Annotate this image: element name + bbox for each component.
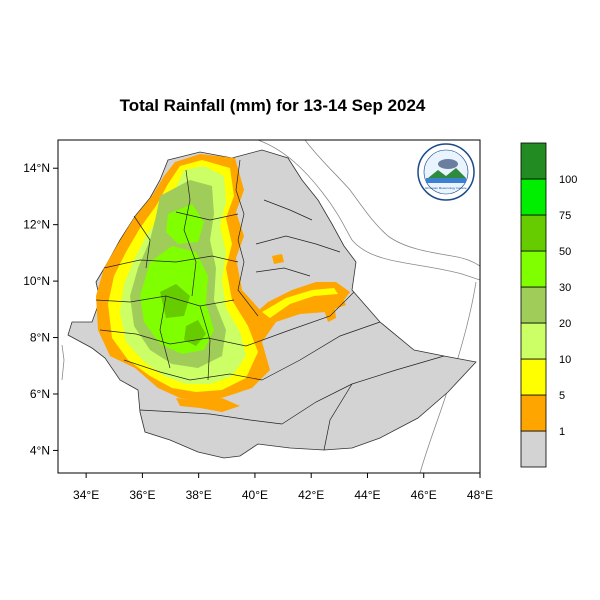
legend-label: 20	[559, 318, 571, 330]
x-tick-label: 36°E	[129, 488, 155, 502]
legend-swatch	[520, 142, 547, 180]
x-tick-label: 46°E	[411, 488, 437, 502]
legend-label: 100	[559, 174, 577, 186]
region-borders	[95, 159, 445, 451]
legend-swatch	[520, 214, 547, 252]
y-axis: 14°N 12°N 10°N 8°N 6°N 4°N	[23, 161, 58, 457]
legend-label: 50	[559, 246, 571, 258]
arabia-coastline	[304, 140, 480, 267]
rain-spot-south	[176, 398, 240, 412]
legend-swatch	[520, 178, 547, 216]
x-tick-label: 40°E	[242, 488, 268, 502]
red-sea-coastline	[257, 140, 480, 281]
legend-label: 1	[559, 426, 565, 438]
logo-text: Ethiopian Meteorology Institute	[425, 186, 467, 190]
y-tick-label: 6°N	[30, 387, 50, 401]
legend-swatch	[520, 394, 547, 432]
rain-band-east-yellow	[262, 288, 338, 318]
rain-spot-northeast	[272, 254, 284, 264]
map-area	[58, 140, 480, 473]
x-tick-label: 48°E	[467, 488, 493, 502]
legend-swatch	[520, 430, 547, 468]
logo: Ethiopian Meteorology Institute	[417, 143, 475, 201]
x-tick-label: 38°E	[186, 488, 212, 502]
x-tick-label: 42°E	[298, 488, 324, 502]
x-tick-label: 44°E	[354, 488, 380, 502]
y-tick-label: 4°N	[30, 443, 50, 457]
y-tick-label: 12°N	[23, 218, 50, 232]
y-tick-label: 14°N	[23, 161, 50, 175]
rain-spot-east	[322, 300, 336, 322]
legend-label: 10	[559, 354, 571, 366]
somalia-coastline	[419, 281, 477, 473]
x-tick-label: 34°E	[73, 488, 99, 502]
legend-swatch	[520, 286, 547, 324]
legend-label: 30	[559, 282, 571, 294]
legend: 1 5 10 20 30 50 75 100	[520, 142, 577, 468]
map-frame	[57, 139, 481, 474]
legend-label: 75	[559, 210, 571, 222]
rain-zone-green	[160, 284, 190, 318]
legend-swatch	[520, 322, 547, 360]
y-tick-label: 8°N	[30, 331, 50, 345]
legend-swatch	[520, 250, 547, 288]
legend-label: 5	[559, 390, 565, 402]
x-axis: 34°E 36°E 38°E 40°E 42°E 44°E 46°E 48°E	[73, 473, 493, 502]
map-title: Total Rainfall (mm) for 13-14 Sep 2024	[119, 96, 426, 115]
border-line	[61, 344, 65, 381]
legend-swatch	[520, 358, 547, 396]
y-tick-label: 10°N	[23, 274, 50, 288]
